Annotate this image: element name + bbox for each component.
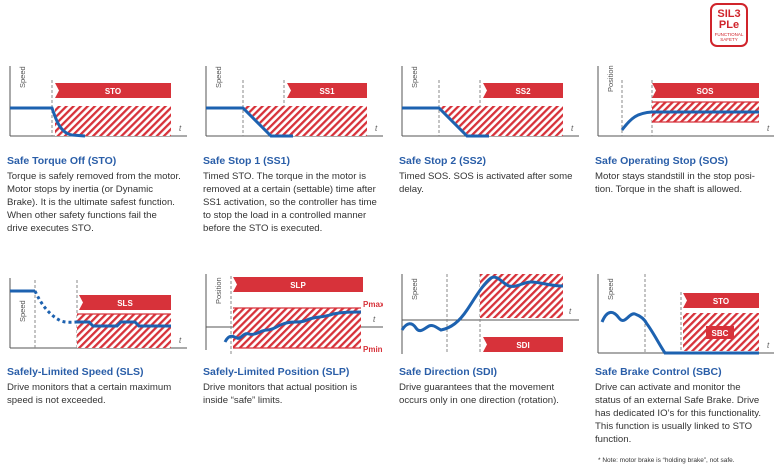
- x-axis-label: t: [179, 336, 182, 345]
- position-curve: [620, 110, 759, 131]
- sdi-bar: [483, 337, 563, 352]
- sos-bar: [652, 83, 759, 98]
- sto-bar: [683, 293, 759, 308]
- y-axis-label: Speed: [410, 278, 419, 300]
- sls-bar-label: SLS: [117, 299, 133, 308]
- sto-title: Safe Torque Off (STO): [7, 155, 117, 167]
- y-axis-label: Position: [606, 65, 615, 92]
- hatched-zone: [439, 106, 563, 136]
- sil3-ple-badge: SIL3 PLe FUNCTIONAL SAFETY: [710, 3, 748, 47]
- x-axis-label: t: [767, 124, 770, 133]
- slp-bar-label: SLP: [290, 281, 306, 290]
- x-axis-label: t: [179, 124, 182, 133]
- speed-ramp: [402, 106, 489, 138]
- hatched-zone: [77, 314, 171, 348]
- ss2-title: Safe Stop 2 (SS2): [399, 155, 486, 167]
- x-axis-label: t: [373, 315, 376, 324]
- sto-bar-label: STO: [713, 297, 729, 306]
- y-axis-label: Speed: [410, 66, 419, 88]
- speed-curve: [600, 311, 759, 355]
- slp-bar: [233, 277, 363, 292]
- sbc-diagram: t Speed STO SBC: [597, 274, 774, 355]
- badge-line2: PLe: [718, 19, 740, 31]
- ss1-title: Safe Stop 1 (SS1): [203, 155, 290, 167]
- sdi-bar-label: SDI: [516, 341, 529, 350]
- sls-diagram: t Speed SLS: [9, 278, 187, 349]
- speed-curve: [400, 275, 564, 333]
- x-axis-label: t: [571, 124, 574, 133]
- y-axis-label: Speed: [18, 66, 27, 88]
- sto-bar: [55, 83, 171, 98]
- sos-bar-label: SOS: [697, 87, 715, 96]
- sls-title: Safely-Limited Speed (SLS): [7, 366, 144, 378]
- badge-line4: SAFETY: [720, 37, 738, 42]
- ss2-bar-label: SS2: [515, 87, 531, 96]
- sdi-description: Drive guarantees that the movement occurs…: [399, 382, 559, 406]
- x-axis-label: t: [375, 124, 378, 133]
- ss1-description: Timed STO. The torque in the motor is rem…: [203, 171, 377, 234]
- slp-diagram: t Position SLP Pmax Pmin: [205, 274, 383, 354]
- pmin-label: Pmin: [363, 345, 383, 354]
- badge-line1: SIL3: [717, 8, 741, 20]
- speed-ramp: [206, 106, 293, 138]
- hatched-zone: [243, 106, 367, 136]
- sbc-box-label: SBC: [712, 329, 729, 338]
- hatched-zone: [233, 308, 361, 348]
- sos-diagram: t Position SOS: [597, 65, 774, 137]
- sbc-title: Safe Brake Control (SBC): [595, 366, 722, 378]
- speed-curve: [77, 320, 171, 328]
- sdi-diagram: t Speed SDI: [400, 274, 579, 354]
- speed-curve: [10, 106, 86, 138]
- y-axis-label: Speed: [18, 300, 27, 322]
- y-axis-label: Position: [214, 277, 223, 304]
- sto-description: Torque is safely removed from the motor.…: [7, 171, 181, 234]
- slp-title: Safely-Limited Position (SLP): [203, 366, 350, 378]
- y-axis-label: Speed: [606, 278, 615, 300]
- sdi-title: Safe Direction (SDI): [399, 366, 498, 378]
- ss1-diagram: t Speed SS1: [205, 66, 383, 138]
- badge-line3: FUNCTIONAL: [714, 32, 744, 37]
- y-axis-label: Speed: [214, 66, 223, 88]
- sbc-box: [706, 326, 734, 339]
- sos-description: Motor stays standstill in the stop posi-…: [595, 171, 755, 195]
- x-axis-label: t: [569, 307, 572, 316]
- hatched-zone: [480, 274, 563, 318]
- sos-title: Safe Operating Stop (SOS): [595, 155, 729, 167]
- ss1-bar-label: SS1: [319, 87, 335, 96]
- pmax-label: Pmax: [363, 300, 383, 309]
- position-curve: [223, 310, 362, 343]
- ss2-diagram: t Speed SS2: [401, 66, 579, 138]
- speed-deceleration: [33, 290, 78, 324]
- slp-description: Drive monitors that actual position is in…: [203, 382, 358, 406]
- footnote: * Note: motor brake is “holding brake”, …: [598, 457, 735, 464]
- sto-diagram: t Speed STO: [9, 66, 187, 138]
- sls-bar: [79, 295, 171, 310]
- sbc-description: Drive can activate and monitor the status…: [595, 382, 762, 445]
- ss2-description: Timed SOS. SOS is activated after some de…: [399, 171, 573, 195]
- ss1-bar: [287, 83, 367, 98]
- hatched-zone: [55, 106, 171, 136]
- sto-bar-label: STO: [105, 87, 121, 96]
- ss2-bar: [483, 83, 563, 98]
- x-axis-label: t: [767, 341, 770, 350]
- sls-description: Drive monitors that a certain maximum spe…: [7, 382, 172, 406]
